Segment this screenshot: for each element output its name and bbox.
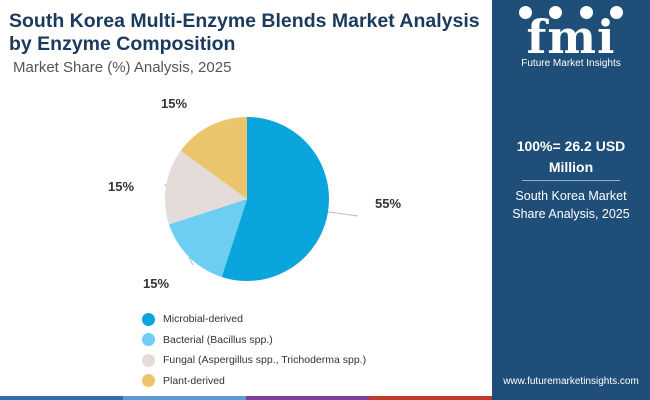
bottom-bar-segment [123,396,246,400]
data-label-plant: 15% [161,96,187,111]
logo-tagline: Future Market Insights [521,58,621,69]
website-link[interactable]: www.futuremarketinsights.com [503,376,639,387]
logo-dot-icon [609,6,623,19]
pie-slice-plant [180,116,247,199]
leader-line-microbial [327,211,359,217]
legend-swatch [142,374,155,388]
legend-item-fungal: Fungal (Aspergillus spp., Trichoderma sp… [142,350,366,371]
logo-dot-icon [519,6,532,19]
sidebar-panel: fmi Future Market Insights 100%= 26.2 US… [492,0,650,400]
chart-title: South Korea Multi-Enzyme Blends Market A… [9,10,480,55]
legend-item-bacterial: Bacterial (Bacillus spp.) [142,330,366,351]
legend-swatch [142,312,155,326]
logo-letters: fmi [526,10,616,64]
logo-dot-icon [579,6,593,19]
market-caption: South Korea Market Share Analysis, 2025 [512,189,630,221]
legend-label: Bacterial (Bacillus spp.) [163,333,273,346]
data-label-microbial: 55% [375,196,401,211]
company-logo: fmi Future Market Insights [492,0,650,80]
data-label-bacterial: 15% [143,276,169,291]
chart-legend: Microbial-derived Bacterial (Bacillus spp… [142,309,366,391]
data-label-fungal: 15% [108,179,134,194]
chart-panel: South Korea Multi-Enzyme Blends Market A… [0,10,492,400]
legend-item-plant: Plant-derived [142,371,366,392]
leader-line-fungal [164,183,167,187]
market-total-value: 100%= 26.2 USD Million [516,138,626,175]
pie-slice-bacterial [169,199,247,277]
logo-dot-icon [549,6,563,19]
pie-chart: 55% 15% 15% 15% [108,96,401,291]
pie-slice-fungal [165,150,247,225]
bottom-color-bar [0,396,492,400]
leader-line-bacterial [188,256,194,266]
bottom-bar-segment [246,396,369,400]
legend-item-microbial: Microbial-derived [142,309,366,330]
bottom-bar-segment [369,396,492,400]
sidebar-divider [522,180,620,181]
legend-swatch [142,353,155,367]
chart-subtitle: Market Share (%) Analysis, 2025 [13,59,232,76]
legend-swatch [142,333,155,347]
bottom-bar-segment [0,396,123,400]
legend-label: Microbial-derived [163,313,243,326]
legend-label: Fungal (Aspergillus spp., Trichoderma sp… [163,354,367,367]
pie-slice-microbial [221,117,330,281]
logo-icons [519,6,623,19]
legend-label: Plant-derived [163,374,225,387]
